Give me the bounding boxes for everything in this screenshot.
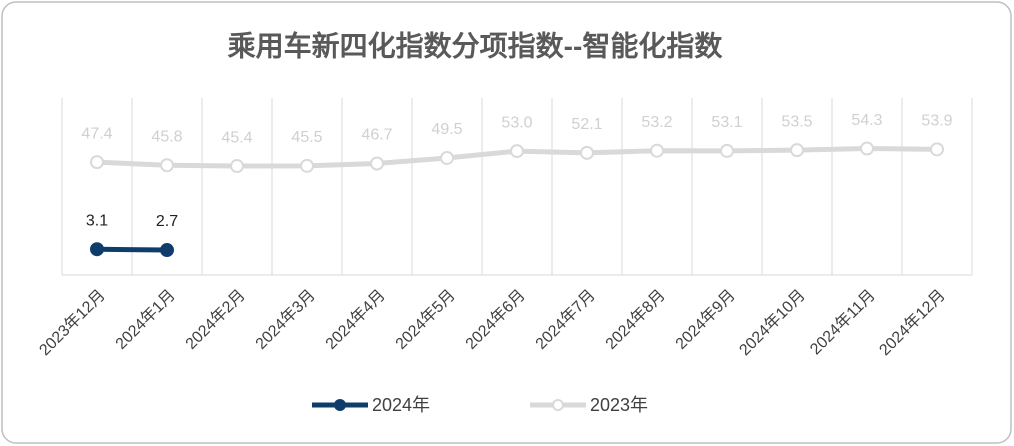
data-label: 53.1 [711, 114, 742, 131]
data-label: 52.1 [571, 116, 602, 133]
data-label: 46.7 [361, 127, 392, 144]
data-label: 54.3 [851, 112, 882, 129]
data-point [160, 243, 174, 258]
data-point [440, 150, 454, 165]
data-label: 49.5 [431, 121, 462, 138]
data-label: 2.7 [156, 213, 178, 230]
chart-title: 乘用车新四化指数分项指数--智能化指数 [228, 29, 724, 61]
data-point [230, 159, 244, 174]
series-line [96, 246, 168, 253]
data-point [370, 156, 384, 171]
data-point [790, 143, 804, 158]
legend-label: 2024年 [372, 395, 430, 415]
legend-marker [552, 399, 564, 411]
data-label: 3.1 [86, 212, 108, 229]
data-point [90, 155, 104, 170]
data-label: 45.5 [291, 129, 322, 146]
data-label: 45.4 [221, 129, 252, 146]
legend-label: 2023年 [590, 395, 648, 415]
data-label: 53.2 [641, 114, 672, 131]
data-point [300, 158, 314, 173]
data-label: 53.0 [501, 114, 532, 131]
data-point [510, 144, 524, 159]
data-label: 53.5 [781, 113, 812, 130]
data-point [860, 141, 874, 156]
data-label: 45.8 [151, 128, 182, 145]
legend-marker [334, 399, 346, 411]
data-point [930, 142, 944, 157]
data-point [580, 145, 594, 160]
data-label: 47.4 [81, 125, 112, 142]
data-point [90, 242, 104, 257]
data-point [650, 143, 664, 158]
data-label: 53.9 [921, 113, 952, 130]
data-point [160, 158, 174, 173]
data-point [720, 143, 734, 158]
